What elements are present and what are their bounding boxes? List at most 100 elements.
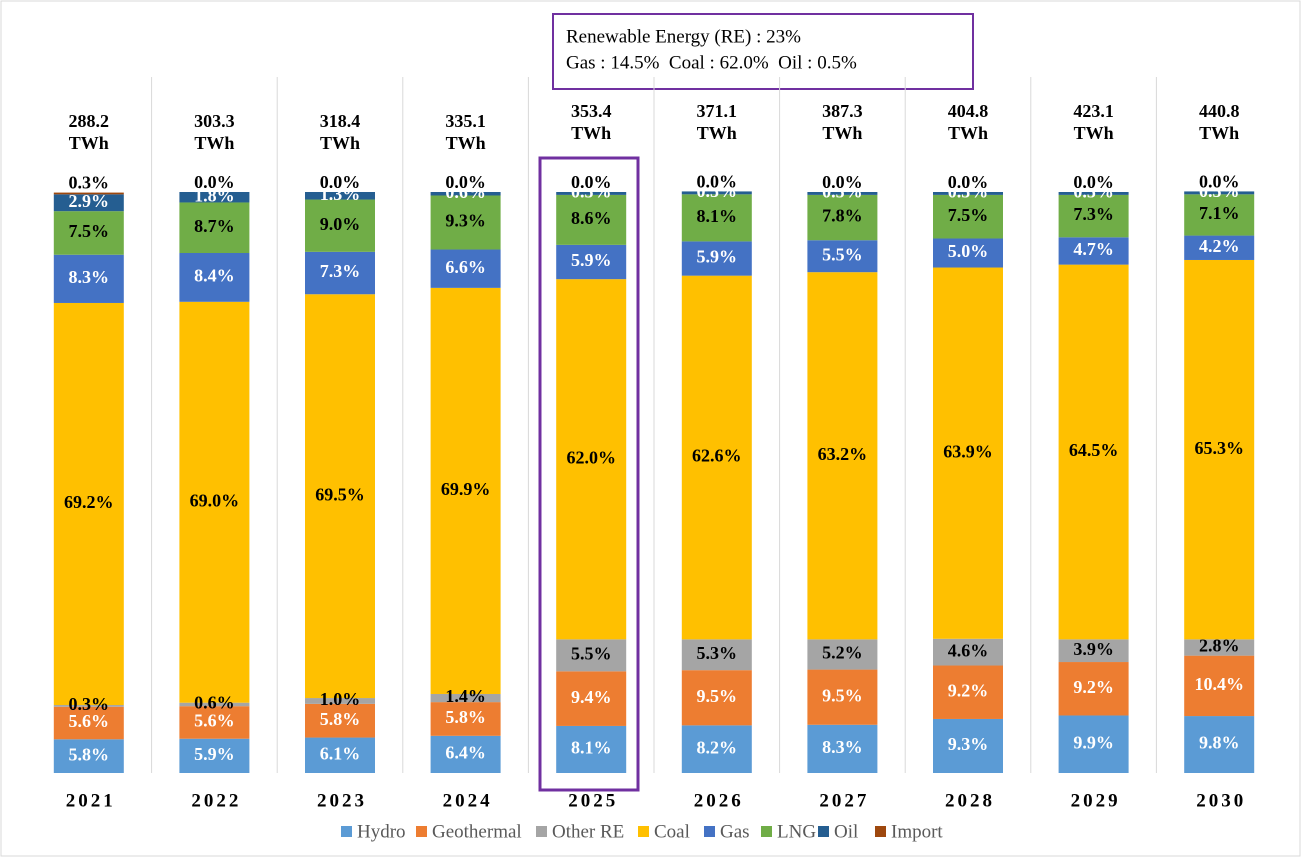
x-tick-label: 2028 bbox=[945, 790, 995, 811]
data-label: 0.0% bbox=[320, 172, 361, 192]
data-label: 0.0% bbox=[571, 172, 612, 192]
legend-label: Import bbox=[891, 821, 943, 842]
legend-swatch bbox=[341, 826, 352, 837]
bar-segment bbox=[933, 238, 1003, 268]
bar-segment bbox=[1184, 716, 1255, 773]
data-label: 5.8% bbox=[445, 707, 486, 727]
bar-segment bbox=[179, 702, 250, 707]
data-label: 6.1% bbox=[320, 743, 361, 763]
data-label: 62.0% bbox=[566, 447, 616, 467]
total-label: 387.3 TWh bbox=[822, 101, 863, 143]
bar-segment bbox=[53, 194, 124, 212]
data-label: 0.5% bbox=[948, 182, 989, 202]
bar-segment bbox=[556, 671, 627, 726]
data-label: 9.3% bbox=[948, 734, 989, 754]
data-label: 7.3% bbox=[320, 261, 361, 281]
data-label: 0.0% bbox=[948, 172, 989, 192]
legend-swatch bbox=[704, 826, 715, 837]
bar-segment bbox=[430, 249, 501, 288]
annotation: Gas : 14.5% Coal : 62.0% Oil : 0.5% bbox=[566, 52, 857, 73]
bar-segment bbox=[1184, 194, 1255, 236]
bar-segment bbox=[179, 706, 250, 739]
data-label: 7.8% bbox=[822, 206, 863, 226]
bar-segment bbox=[1058, 192, 1129, 195]
bar-segment bbox=[556, 279, 627, 640]
data-label: 7.1% bbox=[1199, 203, 1240, 223]
data-label: 0.5% bbox=[571, 182, 612, 202]
legend-swatch bbox=[536, 826, 547, 837]
data-label: 65.3% bbox=[1194, 438, 1244, 458]
total-label: 318.4 TWh bbox=[319, 111, 361, 153]
bar-segment bbox=[1184, 191, 1255, 195]
bar-segment bbox=[933, 267, 1003, 639]
x-tick-label: 2022 bbox=[191, 790, 241, 811]
legend-label: Other RE bbox=[552, 821, 624, 842]
bar-segment bbox=[430, 693, 501, 703]
data-label: 3.9% bbox=[1073, 639, 1114, 659]
x-tick-label: 2026 bbox=[694, 790, 744, 811]
bar-segment bbox=[430, 195, 501, 250]
highlight-box bbox=[538, 156, 640, 792]
bar-segment bbox=[179, 301, 250, 703]
data-label: 9.8% bbox=[1199, 733, 1240, 753]
data-label: 10.4% bbox=[1194, 674, 1244, 694]
data-label: 8.6% bbox=[571, 208, 612, 228]
total-label: 423.1 TWh bbox=[1073, 101, 1114, 143]
data-label: 5.6% bbox=[194, 711, 235, 731]
bar-segment bbox=[807, 669, 878, 725]
bar-segment bbox=[179, 253, 250, 302]
bar-segment bbox=[305, 698, 375, 704]
data-label: 69.5% bbox=[315, 484, 365, 504]
bar-segment bbox=[1184, 639, 1255, 656]
data-label: 7.5% bbox=[69, 221, 110, 241]
bar-segment bbox=[681, 670, 752, 726]
bar-segment bbox=[1058, 237, 1129, 265]
x-tick-label: 2029 bbox=[1071, 790, 1121, 811]
data-label: 9.5% bbox=[697, 686, 738, 706]
x-tick-label: 2024 bbox=[443, 790, 493, 811]
legend-swatch bbox=[416, 826, 427, 837]
total-label: 288.2 TWh bbox=[68, 111, 110, 153]
bar-segment bbox=[53, 706, 124, 740]
data-label: 9.2% bbox=[1073, 677, 1114, 697]
data-label: 5.9% bbox=[697, 247, 738, 267]
legend-swatch bbox=[761, 826, 772, 837]
total-label: 371.1 TWh bbox=[696, 101, 738, 143]
bar-segment bbox=[933, 194, 1003, 239]
bar-segment bbox=[305, 192, 375, 200]
legend-label: Geothermal bbox=[432, 821, 522, 842]
bar-segment bbox=[681, 194, 752, 242]
bar-segment bbox=[681, 639, 752, 671]
legend-swatch bbox=[818, 826, 829, 837]
data-label: 9.2% bbox=[948, 680, 989, 700]
data-label: 5.5% bbox=[822, 244, 863, 264]
total-label: 335.1 TWh bbox=[445, 111, 486, 153]
annotation-box bbox=[552, 13, 974, 90]
data-label: 5.2% bbox=[822, 643, 863, 663]
bar-segment bbox=[305, 199, 375, 252]
data-label: 5.9% bbox=[194, 744, 235, 764]
data-label: 0.5% bbox=[1073, 182, 1114, 202]
bar-segment bbox=[807, 639, 878, 670]
bar-segment bbox=[430, 735, 501, 773]
bar-segment bbox=[179, 202, 250, 254]
legend-swatch bbox=[638, 826, 649, 837]
bar-segment bbox=[1058, 715, 1129, 773]
data-label: 63.2% bbox=[818, 444, 868, 464]
bar-segment bbox=[1058, 662, 1129, 716]
data-label: 5.6% bbox=[69, 711, 110, 731]
data-label: 0.3% bbox=[69, 173, 110, 193]
data-label: 6.4% bbox=[445, 743, 486, 763]
data-label: 1.8% bbox=[194, 185, 235, 205]
bar-segment bbox=[179, 738, 250, 773]
data-label: 6.6% bbox=[445, 257, 486, 277]
bar-segment bbox=[430, 287, 501, 694]
data-label: 4.7% bbox=[1073, 239, 1114, 259]
data-label: 8.3% bbox=[69, 267, 110, 287]
data-label: 4.6% bbox=[948, 640, 989, 660]
bar-segment bbox=[933, 718, 1003, 773]
data-label: 4.2% bbox=[1199, 236, 1240, 256]
data-label: 2.8% bbox=[1199, 636, 1240, 656]
legend-label: Hydro bbox=[357, 821, 406, 842]
data-label: 0.5% bbox=[1199, 181, 1240, 201]
